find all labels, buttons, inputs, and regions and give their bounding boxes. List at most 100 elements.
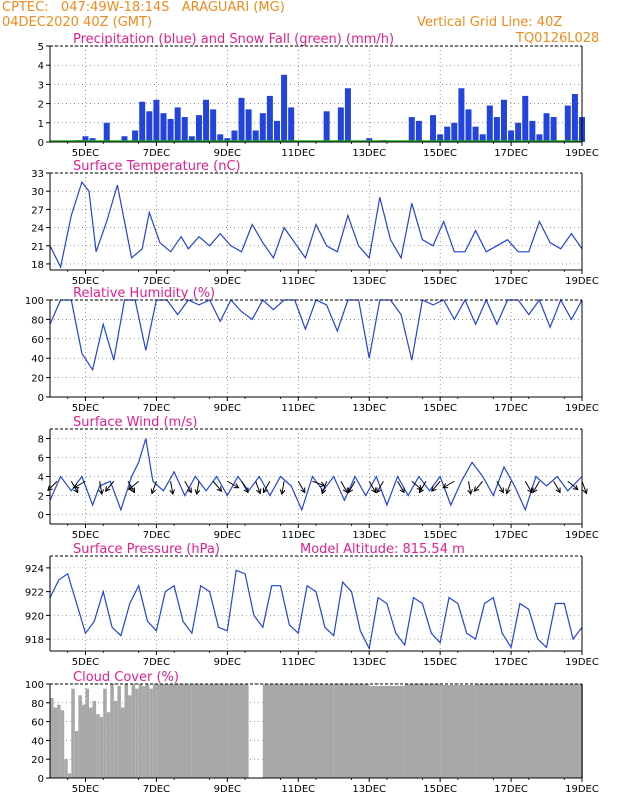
cloud-bar	[96, 714, 100, 778]
wind-arrow	[73, 480, 86, 489]
x-tick-label: 19DEC	[565, 784, 599, 795]
cloud-bar	[546, 684, 582, 778]
precip-bar	[167, 118, 174, 142]
panel-title: Relative Humidity (%)	[73, 286, 215, 301]
wind-arrow	[321, 481, 328, 494]
precip-bar	[174, 107, 181, 142]
wind-arrow	[442, 480, 455, 489]
panel-title: Surface Pressure (hPa)	[73, 542, 220, 557]
cloud-bar	[124, 684, 129, 778]
x-tick-label: 13DEC	[352, 530, 386, 541]
y-tick-label: 0	[38, 511, 44, 522]
x-tick-label: 9DEC	[214, 530, 241, 541]
cloud-bar	[369, 685, 405, 778]
precip-bar	[89, 138, 96, 142]
x-tick-label: 17DEC	[494, 784, 528, 795]
precip-bar	[515, 122, 522, 142]
precip-bar	[217, 134, 224, 142]
x-tick-label: 11DEC	[281, 530, 315, 541]
wind-arrow-head	[73, 487, 79, 494]
cloud-bar	[149, 688, 153, 778]
wind-arrow-head	[555, 487, 561, 494]
cloud-bar	[92, 700, 97, 778]
wind-arrow	[567, 480, 579, 490]
y-tick-label: 0	[38, 138, 44, 149]
x-tick-label: 5DEC	[72, 657, 99, 668]
y-tick-label: 922	[25, 588, 44, 599]
wind-arrow-head	[532, 487, 538, 494]
x-tick-label: 13DEC	[352, 276, 386, 287]
cloud-bar	[50, 698, 54, 778]
precip-bar	[479, 134, 486, 142]
y-tick-label: 3	[38, 80, 44, 91]
cloud-bar	[78, 695, 82, 778]
precip-bar	[415, 120, 422, 142]
wind-arrow-head	[371, 487, 377, 494]
cloud-bar	[131, 684, 136, 778]
cloud-bar	[99, 716, 104, 778]
precip-bar	[181, 117, 188, 142]
y-tick-label: 40	[31, 736, 44, 747]
y-tick-label: 24	[31, 224, 44, 235]
y-tick-label: 920	[25, 611, 44, 622]
y-tick-label: 20	[31, 374, 44, 385]
precip-bar	[188, 136, 195, 142]
precip-bar	[536, 134, 543, 142]
wind-arrow	[297, 481, 306, 493]
wind-arrow-head	[505, 488, 511, 495]
cloud-bar	[511, 684, 547, 778]
x-tick-label: 15DEC	[423, 784, 457, 795]
y-tick-label: 924	[25, 564, 44, 575]
x-tick-label: 19DEC	[565, 403, 599, 414]
precip-bar	[486, 105, 493, 142]
cloud-bar	[298, 684, 334, 778]
precip-bar	[493, 117, 500, 142]
x-tick-label: 13DEC	[352, 784, 386, 795]
x-tick-label: 19DEC	[565, 148, 599, 159]
precip-bar	[571, 94, 578, 142]
y-tick-label: 60	[31, 718, 44, 729]
y-tick-label: 0	[38, 774, 44, 785]
precip-bar	[203, 99, 210, 142]
x-tick-label: 5DEC	[72, 530, 99, 541]
wind-arrow	[128, 480, 139, 490]
cloud-bar	[85, 688, 90, 778]
wind-arrow-head	[279, 489, 286, 496]
wind-arrow	[532, 481, 540, 493]
wind-arrow	[227, 480, 239, 489]
precip-bar	[259, 113, 266, 142]
cloud-bar	[64, 759, 68, 778]
wind-arrow	[397, 481, 405, 493]
cloud-bar	[74, 731, 79, 778]
cloud-bar	[135, 688, 139, 778]
cloud-bar	[152, 684, 157, 778]
wind-arrow-head	[300, 487, 306, 494]
wind-arrow-head	[73, 483, 80, 489]
wind-arrow	[151, 481, 157, 494]
x-tick-label: 11DEC	[281, 276, 315, 287]
cloud-bar	[128, 695, 132, 778]
cloud-bar	[142, 685, 146, 778]
y-tick-label: 8	[38, 435, 44, 446]
wind-arrow	[431, 480, 441, 492]
wind-arrow	[184, 481, 192, 493]
wind-arrow-head	[186, 487, 192, 494]
x-tick-label: 9DEC	[214, 657, 241, 668]
wind-arrow	[99, 481, 103, 495]
cloud-bar	[81, 704, 86, 778]
x-tick-label: 5DEC	[72, 276, 99, 287]
precip-bar	[238, 97, 245, 142]
x-tick-label: 17DEC	[494, 403, 528, 414]
wind-arrow	[255, 481, 261, 494]
x-tick-label: 5DEC	[72, 403, 99, 414]
precip-bar	[266, 95, 273, 142]
y-tick-label: 100	[25, 680, 44, 691]
y-tick-label: 30	[31, 187, 44, 198]
cloud-bar	[113, 700, 118, 778]
wind-arrow-head	[256, 488, 262, 495]
x-tick-label: 11DEC	[281, 784, 315, 795]
precip-bar	[472, 126, 479, 142]
y-tick-label: 21	[31, 242, 44, 253]
cloud-bar	[227, 684, 246, 778]
precip-bar	[465, 109, 472, 142]
